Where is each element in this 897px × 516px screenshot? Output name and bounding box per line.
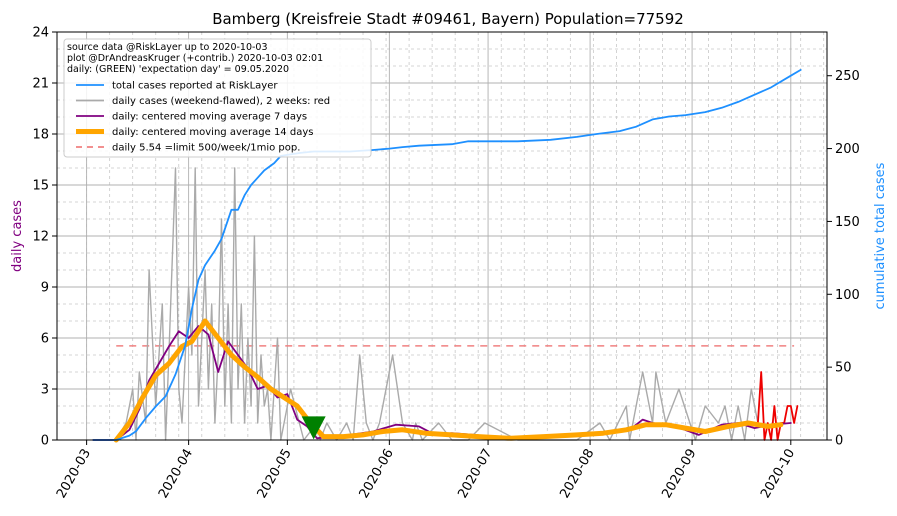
y-right-tick-label: 250 — [835, 69, 860, 84]
y-right-tick-label: 150 — [835, 215, 860, 230]
legend-entry-label: daily: centered moving average 14 days — [112, 127, 313, 138]
y-left-tick-label: 0 — [41, 434, 49, 449]
legend-entry-label: daily cases (weekend-flawed), 2 weeks: r… — [112, 96, 330, 107]
y-right-tick-label: 100 — [835, 288, 860, 303]
legend-note: plot @DrAndreasKruger (+contrib.) 2020-1… — [67, 53, 323, 64]
y-axis-left-label: daily cases — [10, 200, 25, 272]
expectation-day-marker — [301, 416, 326, 440]
y-axis-right-label: cumulative total cases — [873, 162, 888, 309]
y-right-tick-label: 50 — [835, 361, 852, 376]
legend-box — [63, 38, 372, 158]
y-left-tick-label: 12 — [32, 230, 49, 245]
y-right-tick-label: 200 — [835, 142, 860, 157]
y-left-tick-label: 6 — [41, 332, 49, 347]
legend-note: source data @RiskLayer up to 2020-10-03 — [67, 42, 268, 53]
y-left-tick-label: 24 — [32, 26, 49, 41]
y-left-tick-label: 15 — [32, 179, 49, 194]
y-left-tick-label: 3 — [41, 383, 49, 398]
legend-entry-label: daily 5.54 =limit 500/week/1mio pop. — [112, 143, 300, 154]
legend-entry-label: daily: centered moving average 7 days — [112, 112, 307, 123]
y-left-tick-label: 9 — [41, 281, 49, 296]
legend: source data @RiskLayer up to 2020-10-03p… — [63, 38, 372, 158]
y-right-tick-label: 0 — [835, 434, 843, 449]
y-left-tick-label: 21 — [32, 77, 49, 92]
legend-note: daily: (GREEN) 'expectation day' = 09.05… — [67, 64, 289, 75]
chart-title: Bamberg (Kreisfreie Stadt #09461, Bayern… — [212, 10, 684, 28]
series-line-daily-centered-moving-average-14-days — [113, 318, 784, 443]
y-left-tick-label: 18 — [32, 128, 49, 143]
legend-entry-label: total cases reported at RiskLayer — [112, 81, 278, 92]
